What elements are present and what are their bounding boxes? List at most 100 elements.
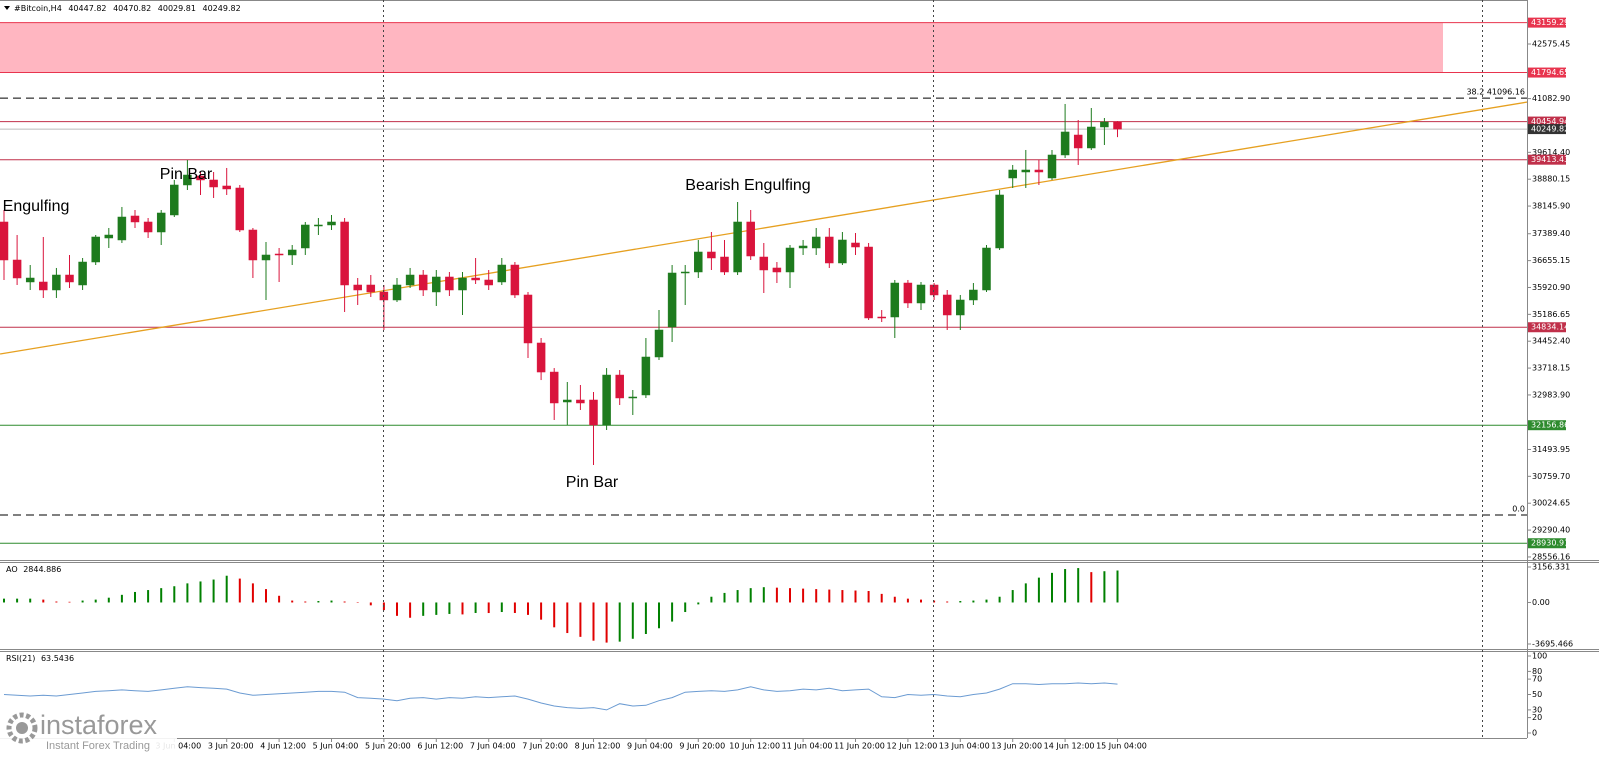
candle-body: [418, 274, 428, 291]
y-tick-label: 39614.40: [1532, 148, 1570, 157]
candle-body: [392, 284, 402, 301]
y-tick-label: 0: [1532, 728, 1537, 737]
x-tick-label: 11 Jun 20:00: [834, 742, 885, 751]
x-tick-label: 5 Jun 04:00: [313, 742, 359, 751]
level-label: 28930.91: [1531, 539, 1569, 548]
fib-label: 38.2 41096.16: [1466, 88, 1525, 97]
y-tick-label: 50: [1532, 690, 1542, 699]
y-tick-label: 29290.40: [1532, 526, 1570, 535]
menu-icon[interactable]: [4, 6, 10, 10]
candle-body: [366, 284, 376, 293]
x-tick-label: 12 Jun 12:00: [886, 742, 937, 751]
ao-name: AO: [6, 565, 18, 574]
candle-body: [523, 294, 533, 344]
candle-body: [798, 245, 808, 249]
level-label: 32156.86: [1531, 421, 1569, 430]
candle-body: [1087, 126, 1096, 149]
candle-body: [916, 284, 926, 304]
candle-body: [510, 264, 520, 296]
candle-body: [956, 299, 965, 316]
level-label: 34834.14: [1531, 323, 1569, 332]
x-tick-label: 15 Jun 04:00: [1096, 742, 1147, 751]
candle-body: [497, 264, 507, 283]
candle-body: [52, 274, 61, 291]
y-tick-label: 30759.70: [1532, 472, 1570, 481]
y-tick-label: 38880.15: [1532, 175, 1570, 184]
candle-body: [405, 274, 415, 286]
level-label-bg: [1528, 17, 1566, 28]
x-tick-label: 6 Jun 12:00: [417, 742, 463, 751]
candle-body: [261, 254, 271, 261]
candle-body: [825, 236, 834, 264]
level-label-bg: [1528, 322, 1566, 333]
header-low: 40029.81: [158, 4, 196, 13]
candle-body: [25, 277, 35, 283]
candle-body: [772, 267, 782, 273]
candle-body: [12, 259, 22, 279]
candle-body: [91, 236, 100, 263]
logo-name: instaforex: [40, 710, 158, 740]
y-tick-label: 28556.16: [1532, 552, 1570, 561]
chart-header: #Bitcoin,H4 40447.82 40470.82 40029.81 4…: [14, 4, 241, 13]
header-open: 40447.82: [68, 4, 106, 13]
candle-body: [549, 371, 559, 404]
candle-body: [759, 256, 769, 271]
annotation: Bearish Engulfing: [685, 177, 810, 194]
level-label-bg: [1528, 154, 1566, 165]
candle-body: [811, 236, 821, 249]
indicator-title: RSI(21) 63.5436: [6, 654, 74, 663]
candle-body: [471, 277, 480, 281]
annotation: Pin Bar: [160, 166, 213, 183]
y-tick-label: -3695.466: [1532, 640, 1573, 649]
candle-body: [1047, 154, 1057, 179]
candle-body: [615, 374, 624, 399]
x-tick-label: 7 Jun 20:00: [522, 742, 568, 751]
candle-body: [942, 294, 952, 316]
candle-body: [274, 253, 284, 256]
candle-body: [654, 329, 664, 358]
candle-body: [222, 185, 231, 190]
candle-body: [851, 242, 860, 248]
candle-body: [628, 396, 638, 399]
candle-body: [680, 271, 690, 274]
y-tick-label: 80: [1532, 667, 1542, 676]
level-label: 40454.94: [1531, 117, 1569, 126]
y-tick-label: 30024.65: [1532, 499, 1570, 508]
candle-body: [235, 187, 245, 231]
y-tick-label: 34452.40: [1532, 337, 1570, 346]
y-tick-label: 35920.90: [1532, 283, 1570, 292]
indicator-title: AO 2844.886: [6, 565, 61, 574]
y-tick-label: 38145.90: [1532, 202, 1570, 211]
annotation: Engulfing: [3, 198, 70, 215]
y-tick-label: 31493.95: [1532, 445, 1570, 454]
level-label: 43159.29: [1531, 18, 1569, 27]
candle-body: [877, 316, 886, 319]
candle-body: [156, 212, 166, 233]
annotation: Pin Bar: [566, 474, 619, 491]
y-tick-label: 30: [1532, 705, 1542, 714]
rsi-value: 63.5436: [41, 654, 74, 663]
watermark: instaforex Instant Forex Trading: [0, 710, 177, 752]
candle-body: [864, 246, 873, 319]
y-tick-label: 37389.40: [1532, 229, 1570, 238]
candle-body: [563, 399, 572, 403]
fib-label: 0.0: [1512, 504, 1525, 513]
y-tick-label: 35186.65: [1532, 310, 1570, 319]
rsi-name: RSI(21): [6, 654, 35, 663]
y-tick-label: 20: [1532, 713, 1542, 722]
x-tick-label: 10 Jun 12:00: [729, 742, 780, 751]
candle-body: [183, 174, 192, 186]
y-tick-label: 41082.90: [1532, 94, 1570, 103]
candle-body: [209, 179, 218, 188]
candle-body: [1073, 134, 1083, 149]
candle-body: [484, 279, 493, 286]
candle-body: [720, 256, 729, 273]
x-tick-label: 13 Jun 04:00: [939, 742, 990, 751]
header-high: 40470.82: [113, 4, 151, 13]
candle-body: [589, 399, 598, 426]
candle-body: [0, 221, 9, 261]
y-tick-label: 32983.90: [1532, 390, 1570, 399]
candle-body: [903, 282, 913, 304]
